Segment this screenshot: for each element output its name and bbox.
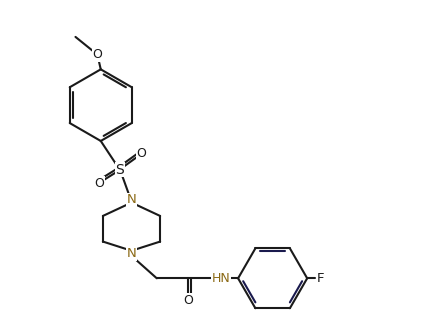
Text: HN: HN [212,272,231,285]
Text: S: S [115,163,124,177]
Text: O: O [94,177,104,190]
Text: O: O [184,294,193,307]
Text: O: O [137,147,147,160]
Text: O: O [92,48,103,61]
Text: N: N [127,194,136,206]
Text: F: F [317,272,324,285]
Text: N: N [127,247,136,260]
